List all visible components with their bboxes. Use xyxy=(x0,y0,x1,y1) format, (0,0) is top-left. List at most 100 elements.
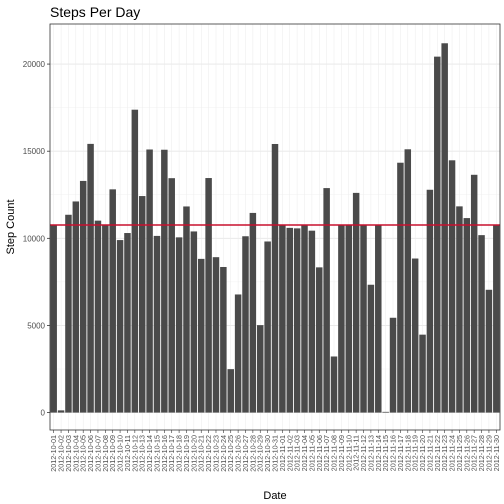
x-tick-label: 2012-10-05 xyxy=(79,435,88,472)
x-tick-label: 2012-10-25 xyxy=(226,435,235,472)
y-axis-title: Step Count xyxy=(5,199,17,254)
bar xyxy=(109,189,116,413)
bar xyxy=(124,233,131,413)
x-tick-label: 2012-10-07 xyxy=(93,435,102,472)
bar xyxy=(249,212,257,413)
bar xyxy=(79,180,87,413)
x-tick-label: 2012-11-28 xyxy=(477,435,486,471)
x-tick-label: 2012-11-07 xyxy=(322,435,331,471)
x-tick-label: 2012-10-01 xyxy=(49,435,58,472)
x-tick-label: 2012-10-21 xyxy=(197,435,206,472)
bar xyxy=(257,325,264,413)
x-tick-label: 2012-10-09 xyxy=(108,435,117,472)
x-tick-label: 2012-11-06 xyxy=(315,435,324,471)
bar xyxy=(271,143,279,413)
x-tick-label: 2012-11-27 xyxy=(470,435,479,471)
x-tick-label: 2012-10-11 xyxy=(123,435,132,471)
bar xyxy=(463,218,471,413)
bar xyxy=(227,369,234,413)
x-tick-label: 2012-11-23 xyxy=(440,435,449,471)
bar xyxy=(94,220,102,413)
y-tick-label: 20000 xyxy=(23,60,46,69)
x-tick-label: 2012-10-04 xyxy=(71,435,80,472)
bar xyxy=(153,235,161,413)
x-tick-label: 2012-11-15 xyxy=(381,435,390,471)
bar xyxy=(404,149,412,413)
x-tick-label: 2012-11-30 xyxy=(492,435,501,471)
x-tick-label: 2012-11-08 xyxy=(330,435,339,471)
x-axis-title: Date xyxy=(263,490,286,502)
bar xyxy=(234,294,242,413)
bar xyxy=(293,228,301,413)
x-tick-label: 2012-11-22 xyxy=(433,435,442,471)
bar xyxy=(448,160,456,413)
bar xyxy=(375,224,382,413)
bar xyxy=(352,192,360,413)
bar xyxy=(367,284,375,413)
y-tick-label: 5000 xyxy=(27,321,45,330)
x-tick-label: 2012-10-03 xyxy=(64,435,73,472)
y-tick-label: 15000 xyxy=(23,147,46,156)
x-tick-label: 2012-10-15 xyxy=(152,435,161,472)
x-tick-label: 2012-11-11 xyxy=(352,435,361,471)
x-tick-label: 2012-11-16 xyxy=(389,435,398,471)
x-tick-label: 2012-10-12 xyxy=(130,435,139,472)
bar xyxy=(419,334,426,413)
bar xyxy=(87,143,94,413)
bar xyxy=(205,178,212,413)
bar xyxy=(138,196,146,413)
y-tick-label: 10000 xyxy=(23,234,46,243)
bar xyxy=(301,224,308,413)
x-tick-label: 2012-11-14 xyxy=(374,435,383,471)
bar xyxy=(116,240,124,413)
x-tick-label: 2012-10-27 xyxy=(241,435,250,472)
bar xyxy=(146,149,153,413)
x-tick-label: 2012-10-28 xyxy=(248,435,257,472)
x-tick-label: 2012-11-25 xyxy=(455,435,464,471)
x-tick-label: 2012-11-26 xyxy=(462,435,471,471)
x-tick-label: 2012-10-13 xyxy=(138,435,147,472)
x-tick-label: 2012-11-04 xyxy=(300,435,309,471)
x-tick-label: 2012-10-30 xyxy=(263,435,272,472)
bar xyxy=(338,224,345,413)
bar xyxy=(279,224,286,413)
bar xyxy=(72,201,80,413)
bar xyxy=(389,317,397,413)
x-tick-label: 2012-11-24 xyxy=(448,435,457,471)
x-tick-label: 2012-10-10 xyxy=(116,435,125,472)
bar xyxy=(264,241,271,413)
bar xyxy=(323,188,330,413)
bar xyxy=(441,43,448,413)
y-tick-label: 0 xyxy=(41,409,46,418)
x-tick-label: 2012-11-01 xyxy=(278,435,287,471)
x-axis-ticks: 2012-10-012012-10-022012-10-032012-10-04… xyxy=(49,430,501,472)
x-tick-label: 2012-10-16 xyxy=(160,435,169,472)
x-tick-label: 2012-11-10 xyxy=(344,435,353,471)
x-tick-label: 2012-11-05 xyxy=(307,435,316,471)
bar xyxy=(65,214,72,413)
bar xyxy=(50,224,57,413)
bar xyxy=(308,230,316,413)
x-tick-label: 2012-11-21 xyxy=(425,435,434,471)
bar xyxy=(220,266,227,413)
bar xyxy=(197,258,205,413)
x-tick-label: 2012-11-18 xyxy=(403,435,412,471)
bar xyxy=(102,224,109,413)
x-tick-label: 2012-10-29 xyxy=(256,435,265,472)
x-tick-label: 2012-10-06 xyxy=(86,435,95,472)
bar xyxy=(212,257,220,413)
x-tick-label: 2012-10-14 xyxy=(145,435,154,472)
x-tick-label: 2012-10-18 xyxy=(175,435,184,472)
bar xyxy=(382,411,389,413)
x-tick-label: 2012-10-19 xyxy=(182,435,191,472)
bar xyxy=(360,224,367,413)
x-tick-label: 2012-10-23 xyxy=(211,435,220,472)
bar xyxy=(168,178,175,413)
bar xyxy=(57,410,65,413)
bar xyxy=(485,289,493,413)
x-tick-label: 2012-11-17 xyxy=(396,435,405,471)
bar xyxy=(316,267,323,413)
bar xyxy=(183,206,190,413)
bar xyxy=(411,258,419,413)
